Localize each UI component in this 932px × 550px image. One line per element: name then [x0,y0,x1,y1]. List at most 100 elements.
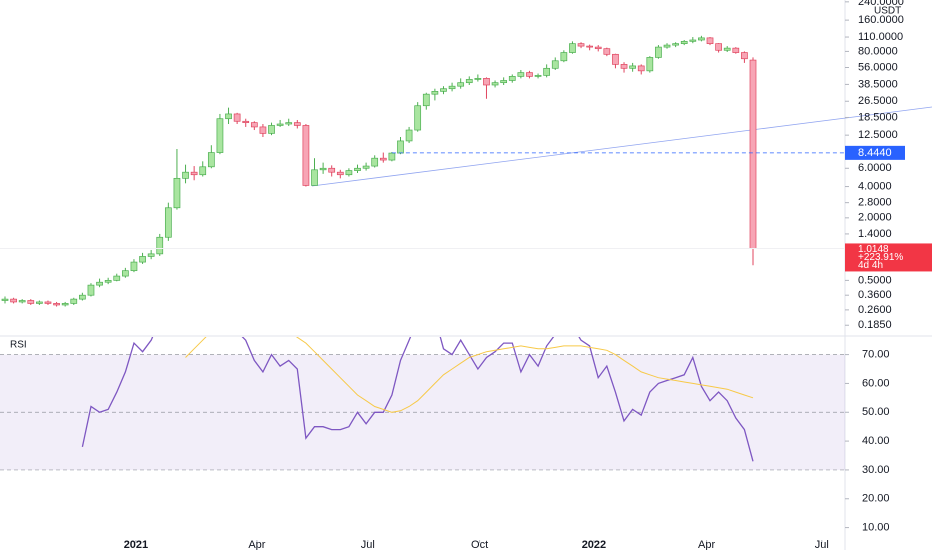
candle-body [139,256,146,263]
candle-body [27,300,35,304]
y-tick-label: 0.1850 [858,319,892,331]
candle-body [405,129,413,142]
candle-body [173,177,181,209]
y-tick-label: 2.0000 [858,212,892,224]
candle-body [637,65,645,72]
candle-body [164,207,172,238]
x-tick-label: Oct [471,539,488,550]
candle-body [620,64,628,69]
x-tick-label: 2021 [124,539,148,550]
x-tick-label: Apr [698,539,715,550]
y-tick-label: 160.0000 [858,14,904,26]
candle-body [319,167,327,171]
countdown-label: 4d 4h [858,260,883,271]
candle-body [594,46,602,50]
candle-body [328,167,336,173]
candle-body [1,298,9,301]
y-tick-label: 1.4000 [858,228,892,240]
candle-body [526,72,533,77]
candle-body [397,140,404,154]
candle-body [79,294,86,300]
candle-body [182,171,189,179]
candle-body [534,75,542,77]
y-tick-label: 0.3600 [858,289,892,301]
candle-body [586,45,594,48]
candle-body [741,52,748,60]
rsi-line [81,337,754,462]
last-price-label: 1.0148 [858,244,889,255]
candle-body [483,78,490,86]
candle-body [268,125,275,134]
candle-body [551,60,559,69]
candle-body [345,170,353,176]
candle-body [508,76,516,81]
candle-body [577,43,585,47]
y-tick-label: 56.0000 [858,61,898,73]
currency-label: USDT [874,6,901,17]
y-tick-label: 26.5000 [858,95,898,107]
rsi-title: RSI [10,340,27,351]
candle-body [706,37,714,45]
y-tick-label: 10.00 [862,522,890,534]
candle-body [87,284,95,296]
candle-body [362,165,370,169]
candle-body [293,122,301,126]
candle-body [36,301,43,304]
candle-body [302,125,310,186]
rsi-pane [0,337,845,471]
candle-body [44,301,52,304]
y-tick-label: 30.00 [862,464,890,476]
x-tick-label: Jul [815,539,829,550]
candle-body [457,82,465,87]
x-tick-label: 2022 [582,539,606,550]
candle-body [250,122,258,128]
candle-body [53,303,60,306]
candle-body [655,46,662,58]
candle-body [414,105,422,131]
candle-body [18,300,26,303]
candle-body [491,82,499,86]
candle-body [259,126,267,134]
y-tick-label: 40.00 [862,435,890,447]
y-tick-label: 4.0000 [858,180,892,192]
candle-body [199,166,207,176]
level-label: 8.4440 [858,147,892,159]
candle-body [603,48,611,55]
candle-body [517,72,525,77]
level-badge [845,145,905,160]
rsi-line [185,337,754,413]
candle-body [543,67,551,76]
candle-body [560,52,568,62]
candle-body [698,37,705,41]
candle-body [723,47,731,51]
candle-body [569,43,576,53]
candle-body [70,298,78,304]
y-tick-label: 38.5000 [858,78,898,90]
candle-body [672,43,679,46]
candle-body [113,275,121,281]
candle-body [147,253,155,257]
candle-body [465,79,473,84]
candle-body [379,157,387,161]
trend-line [311,106,932,187]
candle-body [285,122,293,125]
y-tick-label: 2.8000 [858,197,892,209]
candle-body [104,280,112,283]
candle-body [336,171,344,176]
candle-body [371,157,379,167]
candle-body [388,152,396,161]
candle-body [276,123,284,126]
y-tick-label: 12.5000 [858,129,898,141]
candle-body [225,113,232,120]
candle-body [216,118,224,153]
candle-body [646,57,654,72]
candle-body [663,44,671,48]
candle-body [474,78,482,80]
candle-body [156,236,164,255]
candle-body [749,59,757,249]
candle-body [354,167,361,171]
price-pane [0,35,845,307]
candle-body [448,85,456,90]
y-tick-label: 20.00 [862,493,890,505]
change-label: +223.91% [858,252,903,263]
